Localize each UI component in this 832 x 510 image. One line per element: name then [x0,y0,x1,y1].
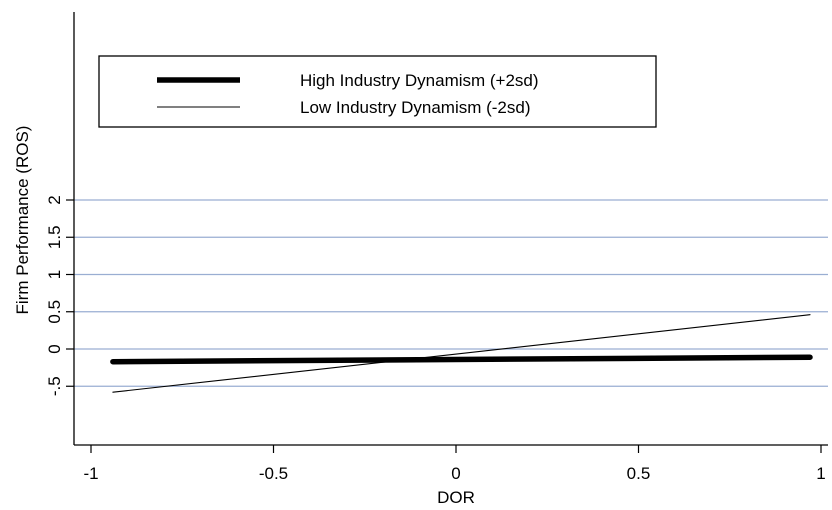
x-axis-title: DOR [437,488,475,507]
y-axis-title: Firm Performance (ROS) [13,126,32,315]
y-tick-label: 2 [45,195,64,204]
y-ticks: -.5 0 0.5 1 1.5 2 [45,195,74,396]
y-tick-label: -.5 [45,376,64,396]
y-tick-label: 0.5 [45,300,64,324]
series-line-low-dynamism [112,314,811,393]
x-tick-label: 0.5 [627,464,651,483]
legend-label-low-dynamism: Low Industry Dynamism (-2sd) [300,98,531,117]
series-lines [110,314,813,393]
x-tick-label: -1 [83,464,98,483]
legend: High Industry Dynamism (+2sd) Low Industr… [98,55,657,128]
gridlines [74,199,828,387]
legend-label-high-dynamism: High Industry Dynamism (+2sd) [300,71,539,90]
x-ticks: -1 -0.5 0 0.5 1 [83,445,826,483]
axes [73,12,828,446]
y-tick-label: 0 [45,344,64,353]
series-line-high-dynamism [110,354,813,365]
y-tick-label: 1 [45,270,64,279]
x-tick-label: -0.5 [259,464,288,483]
x-tick-label: 0 [451,464,460,483]
legend-box [98,55,657,128]
x-tick-label: 1 [816,464,825,483]
y-tick-label: 1.5 [45,225,64,249]
